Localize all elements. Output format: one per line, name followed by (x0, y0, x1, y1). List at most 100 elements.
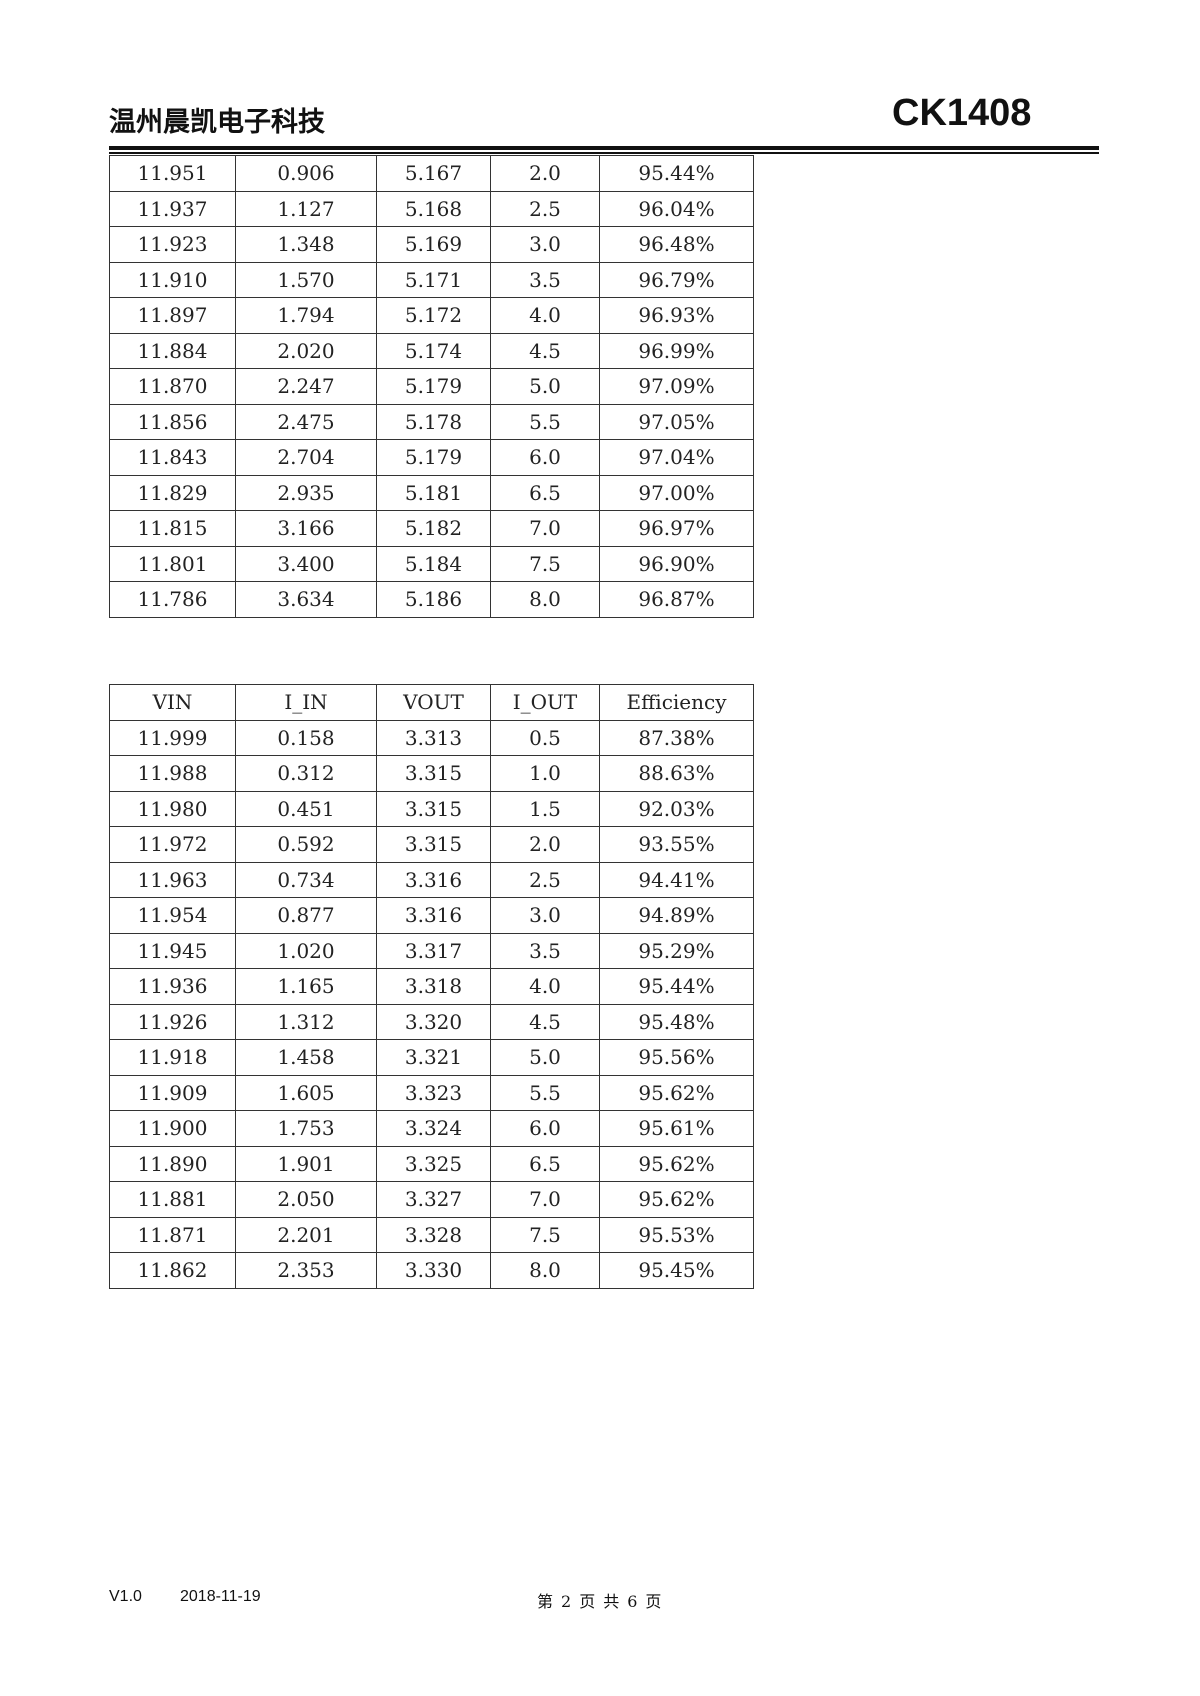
total-prefix: 共 (603, 1592, 620, 1611)
table-row: 11.829 2.935 5.181 6.5 97.00% (109, 474, 754, 511)
table-cell: 11.910 (109, 261, 236, 298)
table-cell: 95.62% (599, 1145, 754, 1182)
table-cell: 1.5 (490, 790, 600, 827)
table-cell: 11.881 (109, 1181, 236, 1218)
table-cell: 96.93% (599, 297, 754, 334)
table-cell: 3.324 (376, 1110, 491, 1147)
table-cell: 3.400 (235, 545, 377, 582)
table-cell: 97.09% (599, 368, 754, 405)
table-cell: 11.954 (109, 897, 236, 934)
table-cell: 11.951 (109, 155, 236, 192)
table-cell: 3.316 (376, 897, 491, 934)
table-cell: 5.172 (376, 297, 491, 334)
table-cell: 3.317 (376, 932, 491, 969)
footer-version: V1.0 (109, 1588, 142, 1605)
table-cell: 0.592 (235, 826, 377, 863)
table-cell: Efficiency (599, 684, 754, 721)
table-cell: 11.963 (109, 861, 236, 898)
table-cell: 2.020 (235, 332, 377, 369)
table-cell: 95.62% (599, 1074, 754, 1111)
table-row: 11.815 3.166 5.182 7.0 96.97% (109, 510, 754, 547)
table-row: 11.897 1.794 5.172 4.0 96.93% (109, 297, 754, 334)
table-cell: 11.972 (109, 826, 236, 863)
model-number: CK1408 (892, 92, 1032, 134)
table-cell: 6.5 (490, 1145, 600, 1182)
table-cell: 4.0 (490, 968, 600, 1005)
table-cell: 11.856 (109, 403, 236, 440)
company-name: 温州晨凯电子科技 (109, 107, 325, 138)
page-total: 6 (627, 1592, 638, 1611)
table-cell: 1.753 (235, 1110, 377, 1147)
table-row: 11.954 0.877 3.316 3.0 94.89% (109, 897, 754, 934)
table-cell: 6.5 (490, 474, 600, 511)
table-row: 11.999 0.158 3.313 0.5 87.38% (109, 719, 754, 756)
table-row: 11.936 1.165 3.318 4.0 95.44% (109, 968, 754, 1005)
table-cell: 5.179 (376, 439, 491, 476)
table-row: 11.980 0.451 3.315 1.5 92.03% (109, 790, 754, 827)
table-cell: 3.320 (376, 1003, 491, 1040)
table-cell: 2.201 (235, 1216, 377, 1253)
table-cell: 95.61% (599, 1110, 754, 1147)
table-cell: 11.926 (109, 1003, 236, 1040)
table-cell: 5.179 (376, 368, 491, 405)
table-row: 11.963 0.734 3.316 2.5 94.41% (109, 861, 754, 898)
table-row: 11.871 2.201 3.328 7.5 95.53% (109, 1216, 754, 1253)
table-cell: 4.5 (490, 1003, 600, 1040)
table-row: 11.918 1.458 3.321 5.0 95.56% (109, 1039, 754, 1076)
table-cell: 96.97% (599, 510, 754, 547)
table-cell: 11.843 (109, 439, 236, 476)
table-cell: 5.0 (490, 1039, 600, 1076)
table-cell: 3.315 (376, 755, 491, 792)
table-cell: 97.05% (599, 403, 754, 440)
table-row: 11.884 2.020 5.174 4.5 96.99% (109, 332, 754, 369)
table-cell: 11.870 (109, 368, 236, 405)
table-cell: 11.999 (109, 719, 236, 756)
table-cell: 2.704 (235, 439, 377, 476)
table-cell: 11.918 (109, 1039, 236, 1076)
table-cell: 95.44% (599, 155, 754, 192)
table-cell: 1.605 (235, 1074, 377, 1111)
table-cell: 1.570 (235, 261, 377, 298)
table-cell: 1.127 (235, 190, 377, 227)
table-cell: 3.166 (235, 510, 377, 547)
table-cell: 2.5 (490, 190, 600, 227)
table-cell: 3.0 (490, 897, 600, 934)
table-cell: 7.5 (490, 545, 600, 582)
table-cell: 3.634 (235, 581, 377, 618)
table-cell: I_OUT (490, 684, 600, 721)
table-row: 11.870 2.247 5.179 5.0 97.09% (109, 368, 754, 405)
table-cell: 5.174 (376, 332, 491, 369)
table-cell: 11.884 (109, 332, 236, 369)
table-cell: 0.451 (235, 790, 377, 827)
table-cell: 2.5 (490, 861, 600, 898)
table-cell: 1.794 (235, 297, 377, 334)
table-cell: 11.801 (109, 545, 236, 582)
table-row: 11.926 1.312 3.320 4.5 95.48% (109, 1003, 754, 1040)
table-cell: 94.41% (599, 861, 754, 898)
table-cell: 8.0 (490, 1252, 600, 1289)
table-cell: 1.312 (235, 1003, 377, 1040)
table-cell: 11.937 (109, 190, 236, 227)
table-cell: 95.29% (599, 932, 754, 969)
table-cell: 95.48% (599, 1003, 754, 1040)
table-cell: 11.900 (109, 1110, 236, 1147)
table-cell: 95.44% (599, 968, 754, 1005)
table-cell: I_IN (235, 684, 377, 721)
table-cell: 3.321 (376, 1039, 491, 1076)
table-row: 11.856 2.475 5.178 5.5 97.05% (109, 403, 754, 440)
table-cell: 3.5 (490, 261, 600, 298)
table-cell: 95.45% (599, 1252, 754, 1289)
table-cell: 5.5 (490, 403, 600, 440)
table-cell: 7.0 (490, 510, 600, 547)
table-cell: 5.169 (376, 226, 491, 263)
table-cell: 93.55% (599, 826, 754, 863)
table-cell: 1.165 (235, 968, 377, 1005)
table-cell: 3.315 (376, 826, 491, 863)
table-cell: 5.178 (376, 403, 491, 440)
table-cell: 96.90% (599, 545, 754, 582)
table-cell: 3.323 (376, 1074, 491, 1111)
table-cell: 3.313 (376, 719, 491, 756)
table-cell: 0.906 (235, 155, 377, 192)
footer-date: 2018-11-19 (180, 1588, 261, 1605)
table-cell: 5.168 (376, 190, 491, 227)
